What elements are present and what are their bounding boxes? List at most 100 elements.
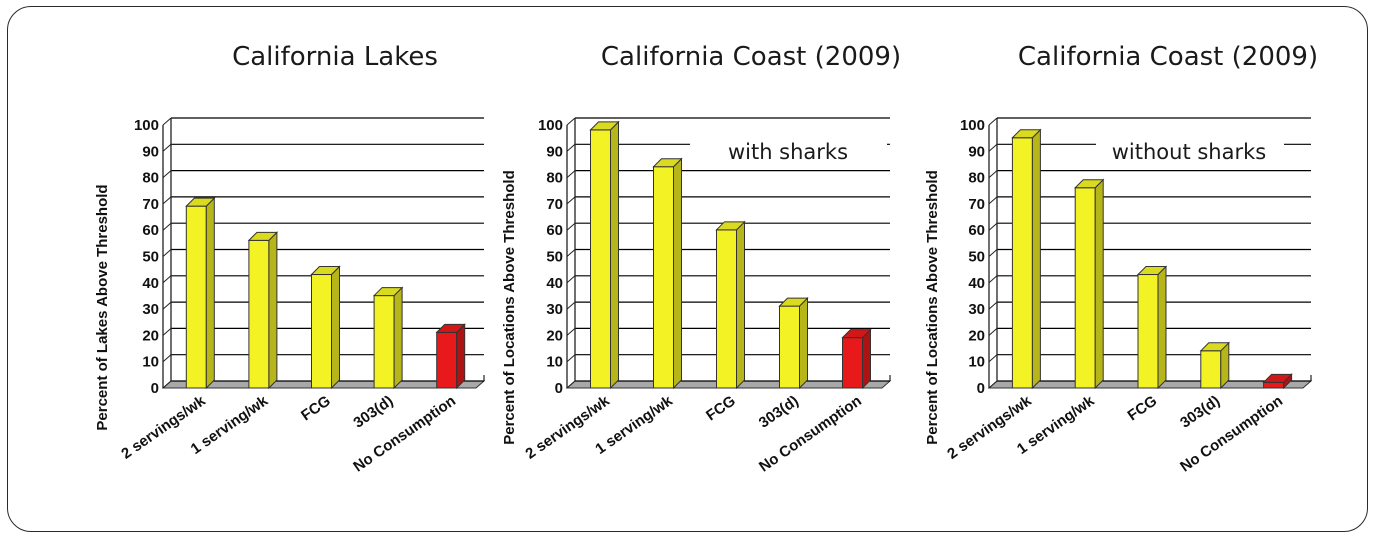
chart-0-bar-0-side	[205, 196, 215, 390]
chart-1-ylabel: Percent of Locations Above Threshold	[501, 170, 518, 444]
chart-2-bar-1-top	[1073, 179, 1105, 189]
chart-1-tick-mark-70	[566, 196, 576, 205]
chart-title-coast-with-sharks: California Coast (2009)	[600, 42, 902, 72]
chart-2-category-label: No Consumption	[1177, 392, 1286, 475]
chart-0-bar-1	[248, 239, 270, 389]
chart-0-tick-mark-50	[162, 249, 172, 257]
chart-0-category-label: 303(d)	[350, 392, 396, 431]
chart-0-tick-mark-20	[162, 328, 172, 336]
chart-2-tick-mark-0	[988, 380, 998, 389]
chart-0-bar-3-top	[372, 287, 404, 297]
chart-2-ylabel: Percent of Locations Above Threshold	[924, 170, 941, 444]
chart-1-tick-mark-100	[566, 117, 576, 126]
chart-2-ytick-label: 40	[968, 275, 985, 292]
chart-2-annotation: without sharks	[1112, 140, 1266, 164]
chart-0-ytick-label: 0	[151, 380, 159, 397]
chart-0-bar-2	[311, 274, 332, 389]
chart-2-bar-2-top	[1136, 266, 1168, 276]
chart-2-bar-2	[1137, 274, 1159, 389]
chart-0-ytick-label: 20	[142, 327, 159, 344]
chart-2-bar-3	[1200, 350, 1222, 389]
chart-1-tick-mark-10	[566, 354, 576, 363]
chart-0-bar-3-side	[393, 286, 403, 390]
chart-1-ytick-label: 90	[546, 143, 563, 160]
chart-1-bar-4	[842, 337, 863, 389]
figure-panel	[7, 6, 1368, 532]
chart-2-ytick-label: 60	[968, 222, 985, 239]
chart-2-tick-mark-100	[988, 117, 998, 126]
chart-1-tick-mark-0	[566, 380, 576, 389]
chart-2-category-label: 303(d)	[1177, 392, 1223, 431]
chart-2-ytick-label: 50	[968, 249, 985, 266]
chart-title-lakes: California Lakes	[232, 42, 438, 72]
chart-1-tick-mark-50	[566, 249, 576, 257]
chart-0-bar-4	[436, 331, 458, 389]
chart-0-bar-2-top	[310, 266, 341, 276]
chart-1-category-label: No Consumption	[756, 392, 865, 475]
chart-1-bar-0	[590, 129, 611, 389]
chart-2-tick-mark-90	[988, 143, 998, 152]
chart-2-bar-3-top	[1199, 342, 1231, 352]
chart-1-category-label: 303(d)	[756, 392, 802, 431]
chart-1-tick-mark-60	[566, 222, 576, 231]
chart-1-ytick-label: 60	[546, 222, 563, 239]
chart-2-annotation-box	[1096, 134, 1284, 163]
chart-1-ytick-label: 70	[546, 196, 563, 213]
chart-0-category-label: FCG	[298, 392, 334, 424]
chart-0-tick-mark-70	[162, 196, 172, 205]
chart-2-bar-1-side	[1094, 178, 1104, 390]
chart-2-tick-mark-10	[988, 354, 998, 363]
chart-0-bar-4-side	[456, 323, 466, 390]
chart-1-category-label: FCG	[703, 392, 739, 424]
chart-1-bar-3	[779, 305, 800, 389]
chart-0-ytick-label: 10	[142, 354, 159, 371]
chart-0-tick-mark-100	[162, 117, 172, 126]
chart-1-ytick-label: 10	[546, 354, 563, 371]
chart-0-ylabel: Percent of Lakes Above Threshold	[94, 184, 111, 430]
chart-1-tick-mark-80	[566, 170, 576, 178]
chart-0-ytick-label: 30	[142, 301, 159, 318]
chart-0-ytick-label: 70	[142, 196, 159, 213]
chart-1-bar-3-side	[799, 296, 808, 390]
chart-2-tick-mark-50	[988, 249, 998, 257]
chart-0-bar-3	[373, 295, 395, 389]
chart-2-bar-0	[1011, 137, 1033, 389]
chart-0-bar-1-side	[268, 231, 278, 390]
chart-0-ytick-label: 50	[142, 249, 159, 266]
chart-1-ytick-label: 50	[546, 249, 563, 266]
chart-0-bar-0-top	[185, 197, 216, 207]
chart-0-bar-0	[185, 205, 207, 389]
chart-2-bar-1	[1074, 187, 1096, 389]
chart-1-bar-0-side	[610, 120, 619, 390]
chart-0-ytick-label: 60	[142, 222, 159, 239]
chart-0-bar-2-side	[331, 265, 340, 390]
chart-1-tick-mark-30	[566, 301, 576, 310]
chart-1-bar-2	[716, 229, 737, 389]
chart-1-ytick-label: 100	[538, 117, 563, 134]
chart-0-tick-mark-40	[162, 275, 172, 284]
chart-0-tick-mark-80	[162, 170, 172, 178]
chart-2-tick-mark-60	[988, 222, 998, 231]
chart-2-category-label: FCG	[1125, 392, 1161, 424]
chart-2-bar-0-top	[1011, 129, 1042, 139]
chart-2-tick-mark-20	[988, 328, 998, 336]
chart-2-ytick-label: 0	[977, 380, 985, 397]
chart-1-bar-0-top	[589, 121, 620, 131]
chart-2-ytick-label: 80	[968, 170, 985, 187]
chart-2-ytick-label: 10	[968, 354, 985, 371]
chart-2-ytick-label: 100	[960, 117, 985, 134]
chart-1-ytick-label: 30	[546, 301, 563, 318]
chart-1-ytick-label: 20	[546, 327, 563, 344]
chart-2-ytick-label: 20	[968, 327, 985, 344]
chart-0-ytick-label: 80	[142, 170, 159, 187]
chart-0-ytick-label: 40	[142, 275, 159, 292]
chart-1-ytick-label: 80	[546, 170, 563, 187]
chart-0-tick-mark-60	[162, 222, 172, 231]
chart-2-tick-mark-80	[988, 170, 998, 178]
chart-2-tick-mark-30	[988, 301, 998, 310]
chart-0-tick-mark-10	[162, 354, 172, 363]
chart-1-annotation: with sharks	[728, 140, 848, 164]
chart-0-bar-4-top	[435, 323, 466, 333]
chart-2-ytick-label: 70	[968, 196, 985, 213]
chart-0-tick-mark-90	[162, 143, 172, 152]
